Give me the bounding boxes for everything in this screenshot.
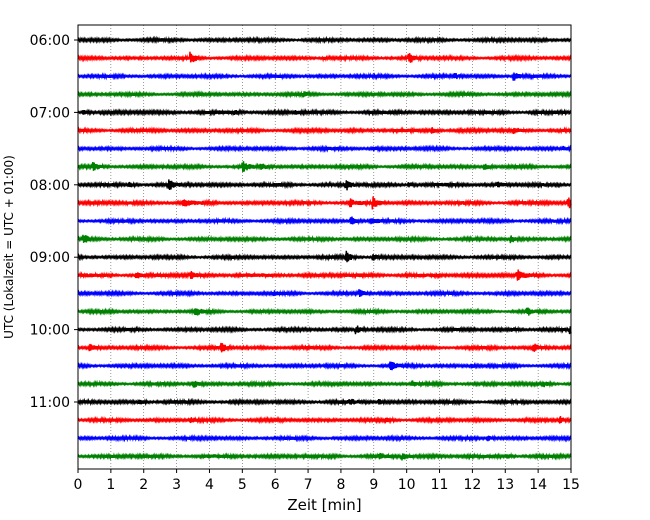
x-tick-label: 4: [205, 477, 214, 493]
trace-1015: [77, 342, 572, 353]
trace-0930: [77, 288, 572, 298]
y-tick-label: 06:00: [30, 33, 70, 49]
trace-0830: [77, 216, 572, 226]
trace-0915: [77, 269, 572, 281]
x-tick-label: 5: [238, 477, 247, 493]
x-tick-label: 8: [336, 477, 345, 493]
trace-0900: [77, 250, 572, 263]
trace-1130: [77, 433, 572, 443]
y-tick-label: 10:00: [30, 323, 70, 339]
trace-0600: [77, 35, 572, 45]
x-tick-label: 6: [271, 477, 280, 493]
trace-1045: [77, 379, 572, 389]
trace-0745: [77, 161, 572, 173]
trace-1115: [77, 415, 572, 425]
trace-1000: [77, 325, 572, 335]
trace-1030: [77, 361, 572, 371]
y-tick-label: 11:00: [30, 395, 70, 411]
y-tick-label: 09:00: [30, 250, 70, 266]
x-tick-label: 7: [304, 477, 313, 493]
x-tick-label: 14: [529, 477, 547, 493]
trace-0700: [77, 108, 572, 117]
x-tick-label: 11: [431, 477, 449, 493]
trace-0845: [77, 234, 572, 244]
x-tick-label: 12: [463, 477, 481, 493]
trace-1145: [77, 451, 572, 461]
plot-frame: [77, 24, 572, 470]
x-tick-label: 13: [496, 477, 514, 493]
trace-1100: [77, 397, 572, 407]
x-tick-label: 1: [106, 477, 115, 493]
trace-0730: [77, 144, 572, 153]
x-tick-label: 9: [369, 477, 378, 493]
x-tick-label: 3: [172, 477, 181, 493]
trace-0615: [77, 51, 572, 63]
trace-0815: [77, 196, 572, 210]
x-tick-label: 2: [139, 477, 148, 493]
y-axis-label: UTC (Lokalzeit = UTC + 01:00): [2, 155, 16, 339]
y-axis: 06:00 07:00 08:00 09:00 10:00 11:00: [30, 33, 78, 411]
x-tick-label: 0: [74, 477, 83, 493]
trace-0800: [77, 179, 572, 191]
seismic-traces: [77, 35, 572, 461]
trace-0715: [77, 126, 572, 135]
y-tick-label: 07:00: [30, 105, 70, 121]
y-tick-label: 08:00: [30, 178, 70, 194]
x-axis: 0 1 2 3 4 5 6 7 8 9 10 11 12 13 14 15: [74, 469, 580, 493]
x-tick-label: 10: [398, 477, 416, 493]
x-tick-label: 15: [562, 477, 580, 493]
trace-0945: [77, 307, 572, 316]
x-axis-label: Zeit [min]: [287, 496, 361, 514]
trace-0630: [77, 71, 572, 81]
trace-0645: [77, 89, 572, 99]
